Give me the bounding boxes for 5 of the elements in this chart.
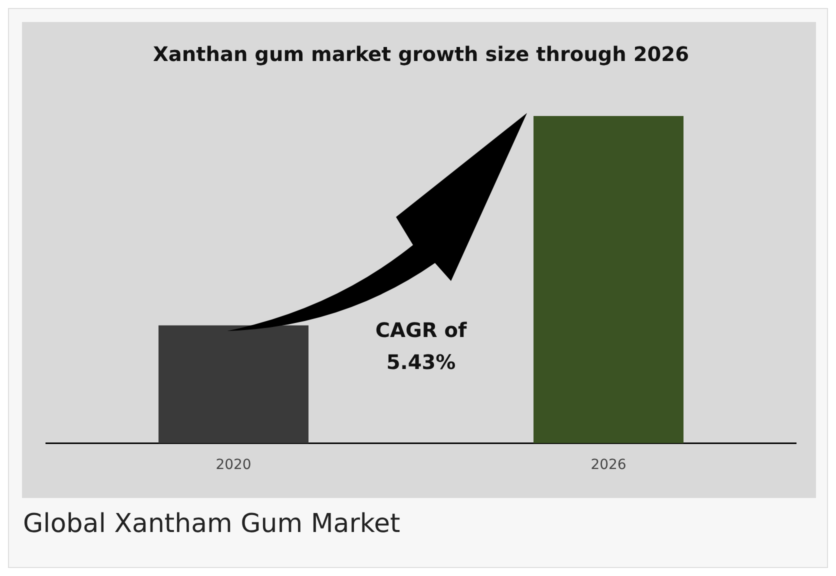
annotation: CAGR of 5.43% [375, 318, 467, 374]
text: Global Xantham Gum Market [23, 509, 400, 539]
x-tick-label: 2026 [590, 457, 626, 474]
chart-title: Xanthan gum market growth size through 2026 [153, 42, 689, 66]
x-tick-label: 2020 [216, 457, 252, 474]
